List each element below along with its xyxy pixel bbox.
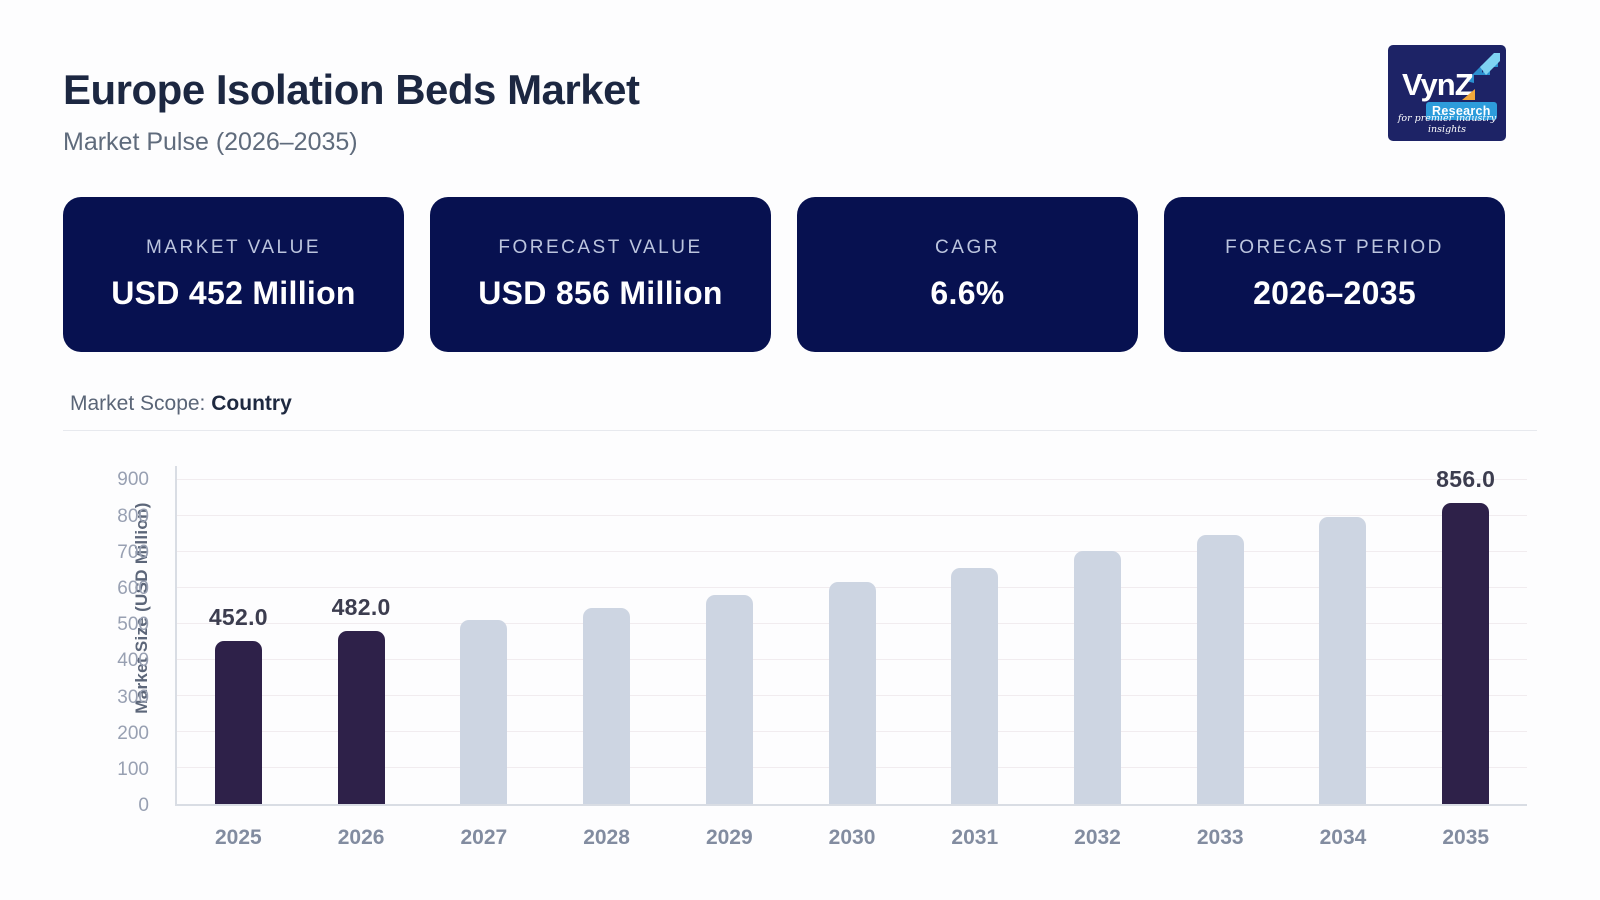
market-size-bar-chart: Market Size (USD Million) 0 100 200 300 400 5… — [63, 448, 1537, 868]
stat-card-value: USD 856 Million — [478, 275, 723, 311]
data-label-2025: 452.0 — [208, 604, 268, 631]
gridline-900 — [177, 479, 1527, 481]
x-tick-2029: 2029 — [705, 826, 753, 849]
stat-card-market-value: MARKET VALUE USD 452 Million — [63, 197, 404, 352]
bar-column-2027: 2027 — [422, 466, 545, 849]
y-tick-0: 0 — [138, 795, 149, 816]
stat-card-value: 6.6% — [930, 275, 1005, 311]
stat-card-label: CAGR — [935, 237, 1000, 258]
bar-2033 — [1196, 535, 1244, 804]
x-tick-2028: 2028 — [583, 826, 630, 849]
logo-orange-triangle — [1462, 89, 1475, 100]
y-tick-600: 600 — [117, 577, 149, 599]
logo-brand-text: VynZ — [1402, 67, 1474, 102]
logo-research-badge: Research — [1426, 102, 1497, 120]
bar-column-2034: 2034 — [1282, 466, 1405, 849]
bar-2030 — [828, 582, 876, 804]
stat-card-value: 2026–2035 — [1253, 275, 1416, 311]
stat-card-forecast-value: FORECAST VALUE USD 856 Million — [430, 197, 771, 352]
x-tick-2027: 2027 — [460, 826, 508, 849]
y-tick-700: 700 — [117, 541, 149, 563]
y-tick-900: 900 — [117, 469, 149, 491]
plot-area: 452.0 2025 482.0 2026 2027 2028 2029 2030 2031 20… — [175, 466, 1527, 849]
y-tick-500: 500 — [117, 614, 149, 636]
bar-column-2028: 2028 — [545, 466, 668, 849]
bar-column-2031: 2031 — [913, 466, 1036, 849]
bar-column-2035: 856.0 2035 — [1404, 466, 1527, 849]
x-tick-2034: 2034 — [1319, 826, 1367, 849]
x-tick-2032: 2032 — [1074, 826, 1121, 849]
y-tick-100: 100 — [117, 758, 149, 780]
stat-card-label: MARKET VALUE — [145, 237, 321, 258]
bar-column-2033: 2033 — [1159, 466, 1282, 849]
bar-2026 — [337, 630, 385, 804]
bar-2028 — [583, 608, 631, 804]
stat-card-label: FORECAST VALUE — [498, 237, 703, 258]
page-title: Europe Isolation Beds Market — [63, 66, 640, 113]
bar-2029 — [705, 595, 753, 804]
stat-card-label: FORECAST PERIOD — [1225, 237, 1444, 258]
market-scope-label: Market Scope: — [70, 392, 206, 415]
y-tick-800: 800 — [117, 505, 149, 527]
bar-column-2030: 2030 — [791, 466, 914, 849]
bar-column-2032: 2032 — [1036, 466, 1159, 849]
market-scope-line: Market Scope: Country — [70, 392, 292, 416]
bar-2027 — [460, 619, 508, 804]
stat-card-forecast-period: FORECAST PERIOD 2026–2035 — [1164, 197, 1505, 352]
bar-column-2025: 452.0 2025 — [177, 466, 300, 849]
data-label-2035: 856.0 — [1436, 466, 1496, 492]
stat-card-cagr: CAGR 6.6% — [797, 197, 1138, 352]
bar-column-2026: 482.0 2026 — [300, 466, 423, 849]
x-tick-2030: 2030 — [828, 826, 876, 849]
bar-2035 — [1442, 503, 1490, 804]
market-scope-value: Country — [211, 392, 292, 415]
header: Europe Isolation Beds Market Market Puls… — [63, 66, 640, 157]
page-subtitle: Market Pulse (2026–2035) — [63, 128, 358, 156]
bars-container: 452.0 2025 482.0 2026 2027 2028 2029 2030 2031 20… — [177, 466, 1527, 849]
bar-2032 — [1074, 550, 1121, 804]
logo-tagline: for premier industry insights — [1397, 113, 1497, 135]
growth-arrows-icon — [1466, 53, 1500, 83]
x-tick-2033: 2033 — [1196, 826, 1244, 849]
x-tick-2035: 2035 — [1442, 826, 1490, 849]
vynz-research-logo: VynZ Research for premier industry insig… — [1388, 45, 1506, 141]
stat-card-value: USD 452 Million — [111, 275, 356, 311]
section-divider — [63, 430, 1537, 431]
gridline-700 — [177, 551, 1527, 553]
bar-column-2029: 2029 — [668, 466, 791, 849]
bar-2025 — [214, 641, 262, 804]
y-tick-200: 200 — [117, 722, 149, 744]
y-tick-300: 300 — [117, 686, 149, 708]
x-tick-2031: 2031 — [951, 826, 999, 849]
x-tick-2025: 2025 — [215, 826, 262, 849]
x-tick-2026: 2026 — [337, 826, 385, 849]
data-label-2026: 482.0 — [331, 593, 391, 620]
bar-2031 — [951, 567, 999, 804]
stat-cards-row: MARKET VALUE USD 452 Million FORECAST VA… — [63, 197, 1505, 352]
y-tick-400: 400 — [117, 650, 149, 672]
bar-2034 — [1319, 516, 1367, 804]
y-axis-ticks: 0 100 200 300 400 500 600 700 800 900 — [63, 466, 163, 816]
gridline-800 — [177, 515, 1527, 517]
